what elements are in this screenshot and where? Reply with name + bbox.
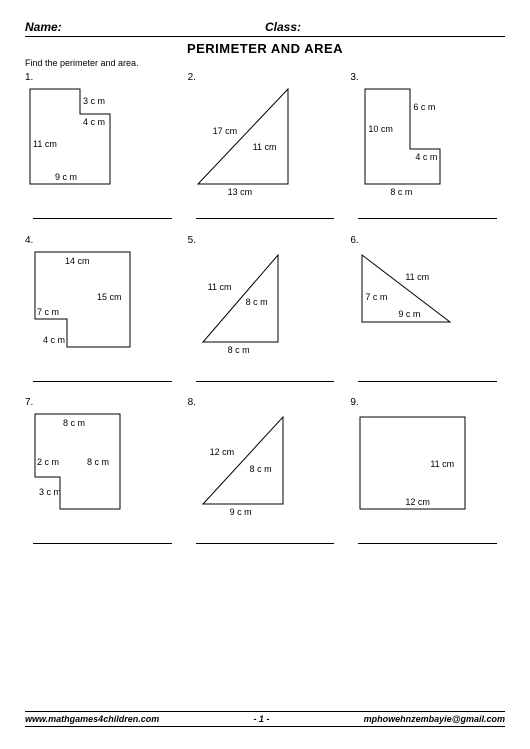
footer-left: www.mathgames4children.com <box>25 714 159 724</box>
answer-line <box>196 543 335 544</box>
shape-3: 6 c m 10 cm 4 c m 8 c m <box>350 84 505 204</box>
answer-line <box>33 218 172 219</box>
question-number: 5. <box>188 235 196 246</box>
label-3d: 8 c m <box>390 187 412 197</box>
problem-6: 6. 11 cm 7 c m 9 c m <box>350 235 505 390</box>
answer-line <box>358 218 497 219</box>
label-3b: 10 cm <box>368 124 393 134</box>
worksheet-title: PERIMETER AND AREA <box>25 41 505 56</box>
question-number: 8. <box>188 397 196 408</box>
label-7a: 8 c m <box>63 418 85 428</box>
footer-right: mphowehnzembayie@gmail.com <box>364 714 505 724</box>
answer-line <box>33 381 172 382</box>
label-1b: 4 c m <box>83 117 105 127</box>
label-1d: 9 c m <box>55 172 77 182</box>
shape-1: 3 c m 4 c m 11 cm 9 c m <box>25 84 180 204</box>
label-9h: 11 cm <box>430 459 454 469</box>
answer-line <box>33 543 172 544</box>
problem-2: 2. 17 cm 11 cm 13 cm <box>188 72 343 227</box>
instruction-text: Find the perimeter and area. <box>25 58 505 68</box>
label-1c: 11 cm <box>33 139 57 149</box>
label-6h: 7 c m <box>365 292 387 302</box>
shape-2: 17 cm 11 cm 13 cm <box>188 84 343 204</box>
label-6hyp: 11 cm <box>405 272 429 282</box>
worksheet-page: Name: Class: PERIMETER AND AREA Find the… <box>0 0 530 749</box>
answer-line <box>358 381 497 382</box>
problem-9: 9. 11 cm 12 cm <box>350 397 505 552</box>
label-6base: 9 c m <box>398 309 420 319</box>
label-5hyp: 11 cm <box>208 282 232 292</box>
label-3c: 4 c m <box>415 152 437 162</box>
label-2base: 13 cm <box>228 187 253 197</box>
question-number: 4. <box>25 235 33 246</box>
shape-5: 11 cm 8 c m 8 c m <box>188 247 343 367</box>
problem-8: 8. 12 cm 8 c m 9 c m <box>188 397 343 552</box>
problem-3: 3. 6 c m 10 cm 4 c m 8 c m <box>350 72 505 227</box>
question-number: 7. <box>25 397 33 408</box>
shape-9: 11 cm 12 cm <box>350 409 505 529</box>
problem-4: 4. 14 cm 15 cm 7 c m 4 c m <box>25 235 180 390</box>
answer-line <box>196 381 335 382</box>
answer-line <box>196 218 335 219</box>
label-7b: 8 c m <box>87 457 109 467</box>
label-9base: 12 cm <box>405 497 430 507</box>
question-number: 1. <box>25 72 33 83</box>
question-number: 2. <box>188 72 196 83</box>
footer-page-number: - 1 - <box>253 714 269 724</box>
problem-5: 5. 11 cm 8 c m 8 c m <box>188 235 343 390</box>
label-3a: 6 c m <box>413 102 435 112</box>
shape-4: 14 cm 15 cm 7 c m 4 c m <box>25 247 180 367</box>
label-5h: 8 c m <box>246 297 268 307</box>
answer-line <box>358 543 497 544</box>
label-4c: 7 c m <box>37 307 59 317</box>
question-number: 9. <box>350 397 358 408</box>
problem-1: 1. 3 c m 4 c m 11 cm 9 c m <box>25 72 180 227</box>
page-footer: www.mathgames4children.com - 1 - mphoweh… <box>25 711 505 727</box>
label-4b: 15 cm <box>97 292 122 302</box>
label-8hyp: 12 cm <box>210 447 235 457</box>
question-number: 6. <box>350 235 358 246</box>
label-2hyp: 17 cm <box>213 126 238 136</box>
problems-grid: 1. 3 c m 4 c m 11 cm 9 c m 2. 17 cm 11 c… <box>25 72 505 552</box>
label-7c: 2 c m <box>37 457 59 467</box>
label-7d: 3 c m <box>39 487 61 497</box>
name-label: Name: <box>25 20 265 34</box>
label-2h: 11 cm <box>253 142 277 152</box>
label-8base: 9 c m <box>230 507 252 517</box>
shape-8: 12 cm 8 c m 9 c m <box>188 409 343 529</box>
class-label: Class: <box>265 20 505 34</box>
label-8h: 8 c m <box>250 464 272 474</box>
problem-7: 7. 8 c m 8 c m 2 c m 3 c m <box>25 397 180 552</box>
shape-7: 8 c m 8 c m 2 c m 3 c m <box>25 409 180 529</box>
label-5base: 8 c m <box>228 345 250 355</box>
label-4d: 4 c m <box>43 335 65 345</box>
shape-6: 11 cm 7 c m 9 c m <box>350 247 505 367</box>
question-number: 3. <box>350 72 358 83</box>
label-4a: 14 cm <box>65 256 90 266</box>
header-row: Name: Class: <box>25 20 505 37</box>
label-1a: 3 c m <box>83 96 105 106</box>
